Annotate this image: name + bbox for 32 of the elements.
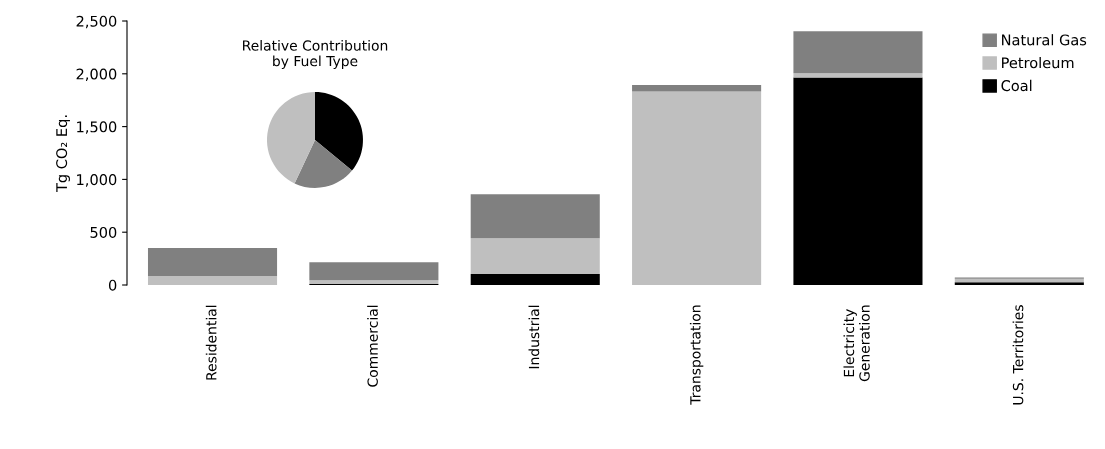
pie-slice bbox=[315, 92, 363, 171]
bar bbox=[632, 85, 762, 92]
bar bbox=[793, 77, 923, 285]
bar bbox=[793, 31, 923, 74]
x-tick-label: Industrial bbox=[528, 305, 540, 369]
bar bbox=[632, 91, 762, 285]
y-tick-label: 0 bbox=[108, 279, 117, 291]
pie-slice bbox=[294, 140, 352, 188]
bar bbox=[793, 73, 923, 78]
y-tick-label: 2,000 bbox=[76, 68, 117, 82]
x-tick-label: Commercial bbox=[367, 305, 378, 387]
x-tick-label: Electricity Generation bbox=[843, 305, 870, 382]
legend-label: Coal bbox=[1001, 79, 1032, 92]
bar bbox=[470, 273, 600, 285]
y-tick-label: 2,500 bbox=[76, 15, 117, 29]
bar bbox=[470, 238, 600, 274]
y-tick-label: 1,000 bbox=[77, 174, 117, 187]
x-tick-label: U.S. Territories bbox=[1012, 305, 1024, 405]
pie-slice bbox=[267, 92, 315, 184]
legend-label: Petroleum bbox=[1002, 56, 1074, 69]
bar bbox=[954, 282, 1084, 285]
bar bbox=[147, 248, 278, 277]
x-tick-label: Transportation bbox=[689, 305, 704, 405]
bar bbox=[309, 262, 439, 281]
y-axis-title: Tg CO₂ Eq. bbox=[56, 115, 70, 193]
y-tick-label: 500 bbox=[90, 226, 117, 238]
legend-label: Natural Gas bbox=[1002, 34, 1087, 46]
x-tick-label: Residential bbox=[205, 305, 217, 380]
bar bbox=[147, 276, 278, 285]
y-tick-label: 1,500 bbox=[77, 121, 117, 134]
bar bbox=[470, 194, 600, 239]
chart-title: Relative Contribution by Fuel Type bbox=[243, 40, 388, 69]
